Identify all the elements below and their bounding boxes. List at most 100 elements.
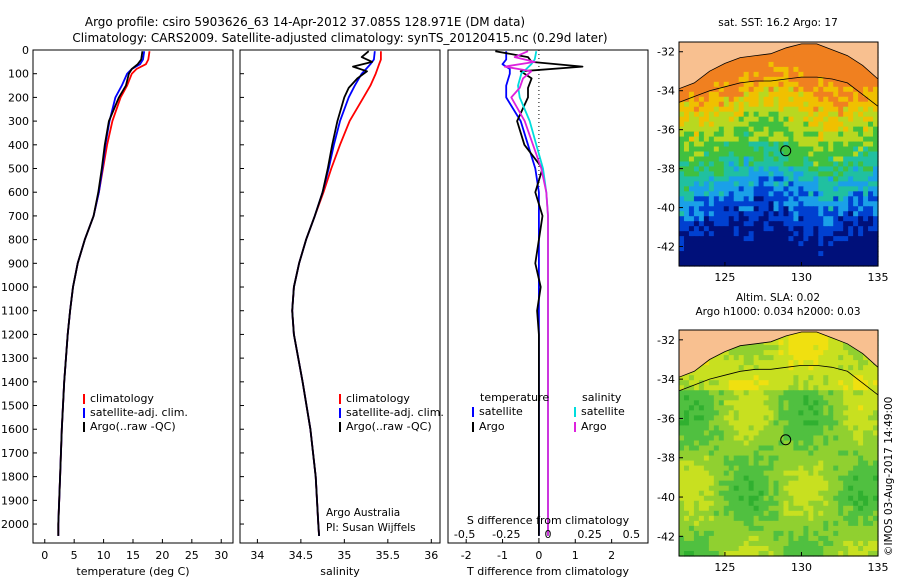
sst-map-cell [793, 96, 799, 103]
sst-map-cell [868, 81, 874, 88]
sla-map-cell [853, 370, 859, 376]
sst-map-cell [753, 111, 760, 118]
sla-map-cell [718, 505, 725, 512]
sst-map-cell [763, 121, 770, 128]
sst-map-cell [818, 116, 824, 123]
sla-map-cell [783, 385, 790, 391]
sla-map-cell [838, 395, 844, 401]
sla-map-cell [728, 510, 735, 517]
sla-map-cell [823, 360, 829, 366]
sla-map-image [678, 329, 879, 557]
sla-map-cell [873, 415, 879, 421]
sst-map-cell [738, 66, 745, 73]
sla-map-cell [698, 410, 705, 416]
sst-map-cell [793, 236, 799, 242]
sst-map-cell [838, 141, 844, 148]
sla-map-cell [803, 380, 809, 386]
sla-map-cell [823, 355, 829, 361]
sla-map-cell [693, 475, 700, 482]
sst-map-cell [853, 171, 859, 177]
sst-map-cell [838, 176, 844, 182]
sst-map-cell [728, 161, 735, 168]
sst-map-cell [718, 141, 725, 148]
sst-map-cell [798, 136, 804, 143]
sla-map-cell [818, 505, 824, 512]
sst-map-cell [698, 216, 705, 222]
sst-map-cell [833, 51, 839, 58]
sla-map-cell [753, 365, 760, 371]
sla-map-cell [733, 525, 740, 532]
sst-map-cell [873, 131, 879, 138]
sla-map-cell [788, 550, 795, 557]
salinity-x-ticks: 34 34.5 35 35.5 36 [250, 539, 438, 562]
sst-map-cell [743, 241, 750, 247]
sla-map-cell [698, 545, 705, 552]
sla-map-cell [683, 415, 690, 421]
sla-map-cell [748, 480, 755, 487]
sla-map-cell [823, 370, 829, 376]
sst-map-cell [763, 246, 770, 252]
sla-map-cell [723, 470, 730, 477]
sst-map-cell [698, 146, 705, 153]
sst-map-cell [758, 106, 765, 113]
sla-map-cell [863, 435, 869, 442]
sla-map-cell [733, 385, 740, 391]
sla-map-cell [818, 360, 824, 366]
sst-map-cell [838, 66, 844, 73]
sla-map-cell [768, 450, 775, 457]
sla-map-cell [813, 470, 819, 477]
sst-map-cell [723, 81, 730, 88]
sla-map-cell [748, 550, 755, 557]
sst-map-cell [763, 111, 770, 118]
sla-map-cell [868, 510, 874, 517]
sla-map-cell [733, 545, 740, 552]
temperature-x-tick-label: 5 [71, 549, 78, 562]
sla-map-cell [778, 500, 785, 507]
sst-map-cell [818, 256, 824, 262]
sla-map-cell [873, 400, 879, 406]
sla-map-cell [778, 350, 785, 356]
sla-map-cell [783, 445, 790, 452]
sla-map-cell [683, 480, 690, 487]
sst-map-cell [823, 171, 829, 177]
sst-map-cell [758, 251, 765, 257]
sst-map-cell [823, 81, 829, 88]
sla-map-cell [698, 365, 705, 371]
sla-map-cell [828, 375, 834, 381]
sla-map-cell [743, 500, 750, 507]
sst-map-cell [733, 246, 740, 252]
sst-map-cell [803, 156, 809, 163]
sla-map-cell [833, 375, 839, 381]
sla-map-cell [843, 535, 849, 542]
sst-map-cell [683, 176, 690, 182]
sla-map-cell [728, 485, 735, 492]
sst-map-cell [823, 111, 829, 118]
sst-map-cell [848, 81, 854, 88]
sla-map-cell [788, 455, 795, 462]
sla-map-cell [758, 375, 765, 381]
sst-map-cell [783, 256, 790, 262]
sst-map-cell [843, 191, 849, 197]
sst-map-cell [688, 151, 695, 158]
sla-map-cell [838, 370, 844, 376]
sla-map-cell [698, 525, 705, 532]
sla-map-cell [713, 435, 720, 442]
sst-map-cell [793, 51, 799, 58]
sla-map-cell [683, 375, 690, 381]
sst-map-cell [733, 226, 740, 232]
sla-map-cell [703, 360, 710, 366]
sst-map-cell [833, 221, 839, 227]
sla-map-cell [793, 530, 799, 537]
sst-map-cell [723, 106, 730, 113]
sst-map-cell [743, 261, 750, 267]
sla-map-cell [873, 480, 879, 487]
sla-map-cell [753, 375, 760, 381]
sst-map-cell [813, 211, 819, 217]
sla-map-cell [818, 470, 824, 477]
sst-map-cell [873, 171, 879, 177]
sst-map-cell [783, 96, 790, 103]
sla-map-cell [778, 390, 785, 396]
sla-map-cell [708, 395, 715, 401]
sla-map-cell [728, 480, 735, 487]
sst-map-cell [858, 191, 864, 197]
